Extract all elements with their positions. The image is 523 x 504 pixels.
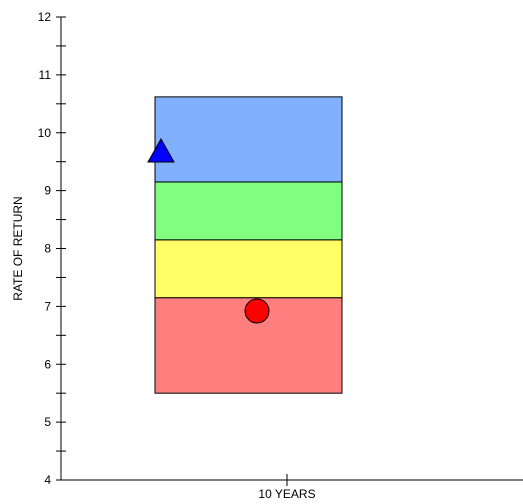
band-3 [154, 181, 343, 241]
y-tick-label: 4 [44, 473, 51, 487]
triangle-marker [147, 137, 175, 163]
y-tick-label: 9 [44, 184, 51, 198]
y-tick-label: 8 [44, 242, 51, 256]
y-tick-label: 11 [39, 68, 52, 82]
y-axis-label: RATE OF RETURN [11, 196, 25, 300]
y-tick-label: 6 [44, 357, 51, 371]
marker-group [147, 137, 270, 324]
y-tick-label: 10 [38, 126, 52, 140]
y-tick-group: 4 5 6 7 8 9 10 11 12 [38, 10, 66, 487]
y-tick-label: 12 [38, 10, 52, 24]
y-tick-label: 5 [44, 415, 51, 429]
band-group [154, 96, 343, 394]
band-4 [154, 96, 343, 183]
band-2 [154, 239, 343, 299]
circle-marker [244, 298, 270, 324]
x-axis-label: 10 YEARS [258, 487, 315, 501]
y-tick-label: 7 [44, 299, 51, 313]
